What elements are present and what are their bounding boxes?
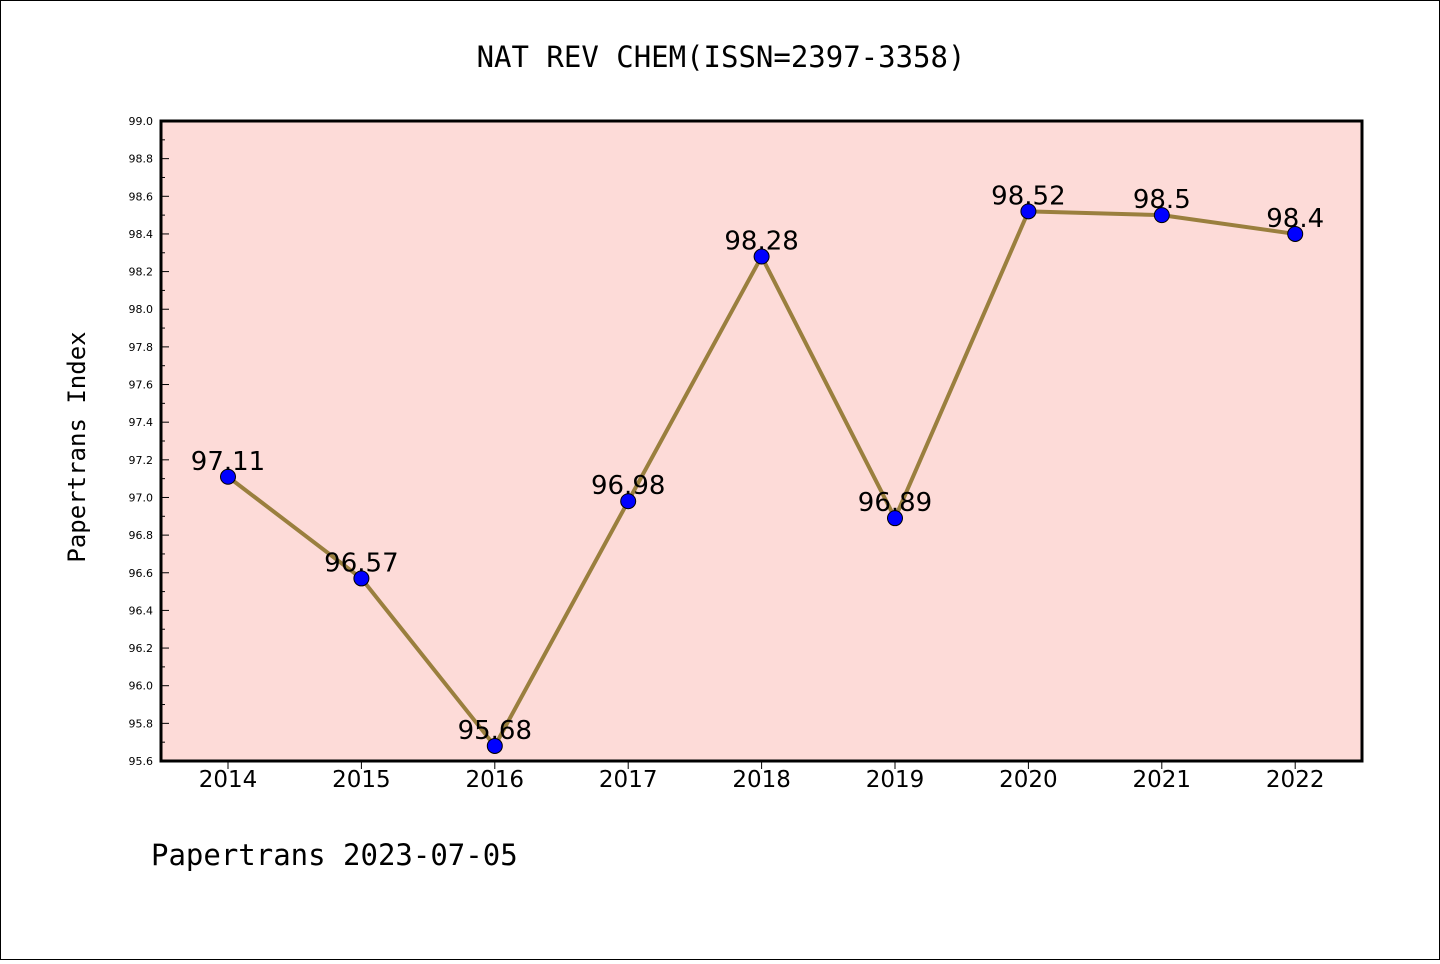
data-point bbox=[220, 468, 236, 485]
x-tick-label: 2021 bbox=[1133, 767, 1192, 793]
x-tick-label: 2018 bbox=[732, 767, 791, 793]
y-tick-label: 96.6 bbox=[129, 567, 154, 580]
data-point bbox=[753, 248, 770, 265]
data-label: 96.89 bbox=[858, 488, 932, 518]
x-tick-label: 2017 bbox=[599, 767, 658, 793]
y-tick-label: 96.4 bbox=[129, 604, 154, 617]
y-tick-label: 98.8 bbox=[129, 153, 154, 166]
x-tick-label: 2022 bbox=[1266, 767, 1325, 793]
x-tick-label: 2015 bbox=[332, 767, 391, 793]
y-tick-label: 99.0 bbox=[129, 115, 154, 128]
data-point bbox=[1020, 203, 1037, 220]
data-label: 95.68 bbox=[458, 716, 532, 746]
data-point bbox=[1153, 207, 1170, 224]
y-tick-label: 96.8 bbox=[129, 529, 154, 542]
y-tick-label: 97.4 bbox=[129, 416, 154, 429]
y-axis: 95.6 95.8 96.0 96.2 96.4 96.6 96.8 97.0 97.2 97.4… bbox=[129, 115, 169, 768]
y-tick-label: 95.6 bbox=[129, 755, 154, 768]
data-label: 97.11 bbox=[191, 447, 265, 477]
series-group: 97.11 96.57 95.68 96.98 98.28 96.89 98.52 98.5 9… bbox=[191, 181, 1324, 754]
y-tick-label: 98.0 bbox=[129, 303, 154, 316]
y-tick-label: 98.6 bbox=[129, 190, 154, 203]
y-tick-label: 97.2 bbox=[129, 454, 154, 467]
chart-title: NAT REV CHEM(ISSN=2397-3358) bbox=[477, 40, 966, 74]
data-point bbox=[887, 510, 903, 527]
x-tick-label: 2019 bbox=[866, 767, 925, 793]
y-tick-label: 98.4 bbox=[129, 228, 154, 241]
data-point bbox=[353, 570, 370, 587]
y-tick-label: 96.0 bbox=[129, 680, 154, 693]
data-label: 96.98 bbox=[591, 471, 665, 501]
data-label: 98.28 bbox=[724, 227, 798, 257]
x-tick-label: 2020 bbox=[999, 767, 1058, 793]
x-axis: 2014 2015 2016 2017 2018 2019 2020 2021 2022 bbox=[199, 761, 1325, 793]
data-point bbox=[486, 737, 503, 754]
y-tick-label: 96.2 bbox=[129, 642, 154, 655]
data-label: 98.52 bbox=[991, 181, 1065, 211]
y-tick-label: 97.8 bbox=[129, 341, 154, 354]
y-tick-label: 97.0 bbox=[129, 491, 154, 504]
y-tick-label: 97.6 bbox=[129, 379, 154, 392]
y-tick-label: 98.2 bbox=[129, 266, 154, 279]
x-tick-label: 2016 bbox=[466, 767, 525, 793]
plot-area bbox=[159, 119, 1364, 763]
data-point bbox=[620, 493, 637, 510]
y-axis-label: Papertrans Index bbox=[63, 331, 91, 562]
data-point bbox=[1287, 225, 1304, 242]
x-tick-label: 2014 bbox=[199, 767, 258, 793]
footer-text: Papertrans 2023-07-05 bbox=[151, 838, 518, 872]
y-tick-label: 95.8 bbox=[129, 717, 154, 730]
data-label: 96.57 bbox=[324, 548, 398, 578]
data-label: 98.4 bbox=[1266, 204, 1324, 234]
data-label: 98.5 bbox=[1133, 185, 1191, 215]
